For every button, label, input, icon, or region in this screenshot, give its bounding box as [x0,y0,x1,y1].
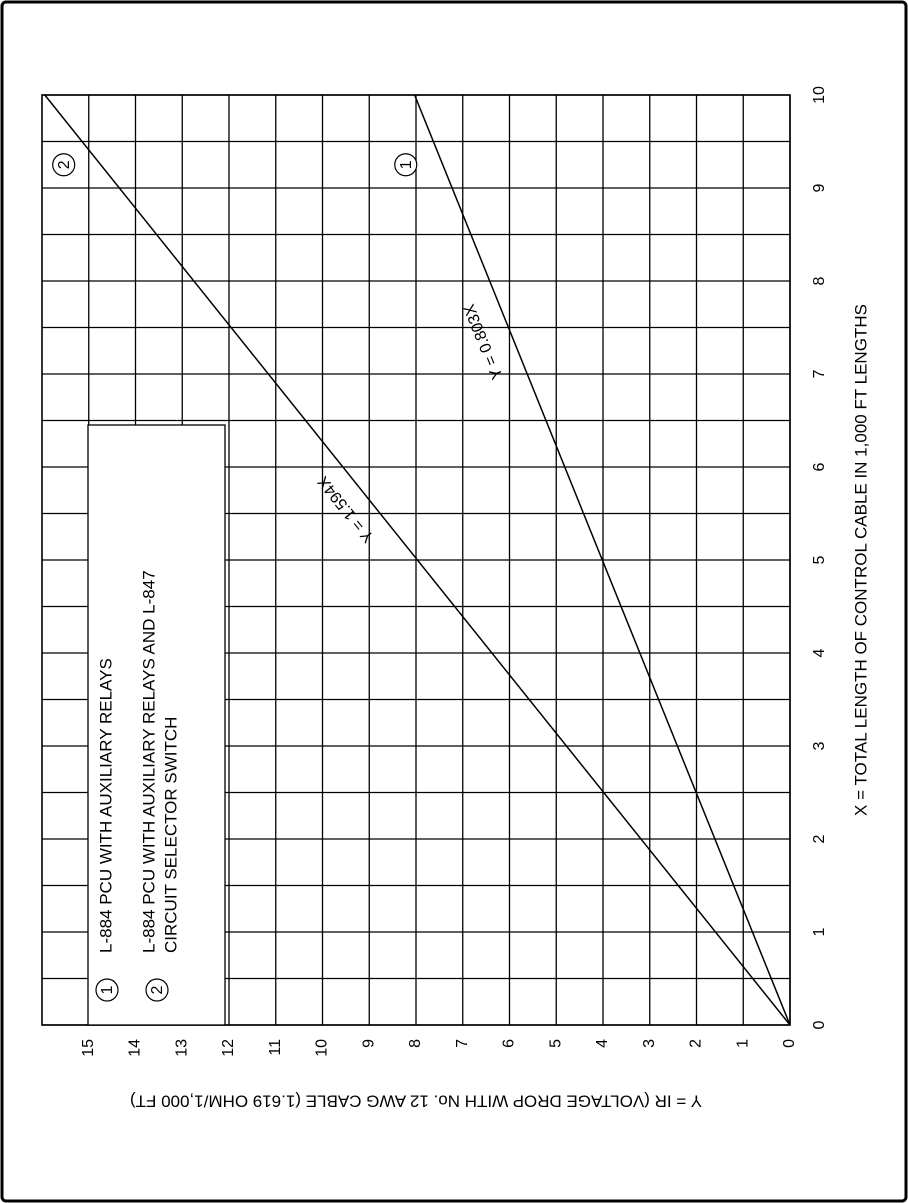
x-tick-label: 8 [811,276,828,285]
x-tick-label: 3 [811,741,828,750]
x-tick-label: 10 [811,86,828,104]
x-tick-label: 2 [811,834,828,843]
x-tick-label: 4 [811,648,828,657]
line-series [44,94,791,1026]
y-tick-label: 12 [220,1039,237,1057]
x-tick-label: 6 [811,462,828,471]
x-tick-label: 9 [811,183,828,192]
x-tick-label: 5 [811,555,828,564]
y-tick-label: 11 [267,1039,284,1056]
y-tick-label: 7 [454,1039,471,1048]
line-marker [52,153,76,177]
plot-frame [41,94,791,1026]
y-tick-label: 0 [781,1039,798,1048]
y-tick-label: 5 [547,1039,564,1048]
y-tick-label: 8 [407,1039,424,1048]
legend-marker [95,978,119,1002]
y-axis-label: Y = IR (VOLTAGE DROP WITH No. 12 AWG CAB… [130,1092,702,1111]
y-tick-label: 3 [641,1039,658,1048]
x-tick-label: 1 [811,927,828,936]
y-tick-label: 9 [360,1039,377,1048]
line-marker-label: 1 [398,160,415,169]
x-axis-label: X = TOTAL LENGTH OF CONTROL CABLE IN 1,0… [851,304,870,816]
x-tick-label: 7 [811,369,828,378]
line-marker-label: 2 [56,160,73,169]
legend-marker-label: 1 [99,985,116,994]
legend-marker [145,978,169,1002]
y-tick-label: 2 [688,1039,705,1048]
legend-label: CIRCUIT SELECTOR SWITCH [161,717,180,953]
y-tick-label: 14 [127,1039,144,1057]
y-tick-label: 15 [80,1039,97,1057]
legend-label: L-884 PCU WITH AUXILIARY RELAYS [96,658,115,953]
legend: 1 L-884 PCU WITH AUXILIARY RELAYS 2 L-884 P… [87,424,226,1026]
legend-marker-label: 2 [149,985,166,994]
y-tick-label: 4 [594,1039,611,1048]
legend-label: L-884 PCU WITH AUXILIARY RELAYS AND L-84… [139,570,158,953]
legend-box [87,424,226,1026]
x-tick-label: 0 [811,1020,828,1029]
y-tick-label: 10 [314,1039,331,1057]
y-tick-label: 13 [173,1039,190,1057]
line-marker [394,153,418,177]
y-tick-label: 6 [501,1039,518,1048]
line-series [413,94,791,1026]
y-tick-label: 1 [734,1039,751,1048]
